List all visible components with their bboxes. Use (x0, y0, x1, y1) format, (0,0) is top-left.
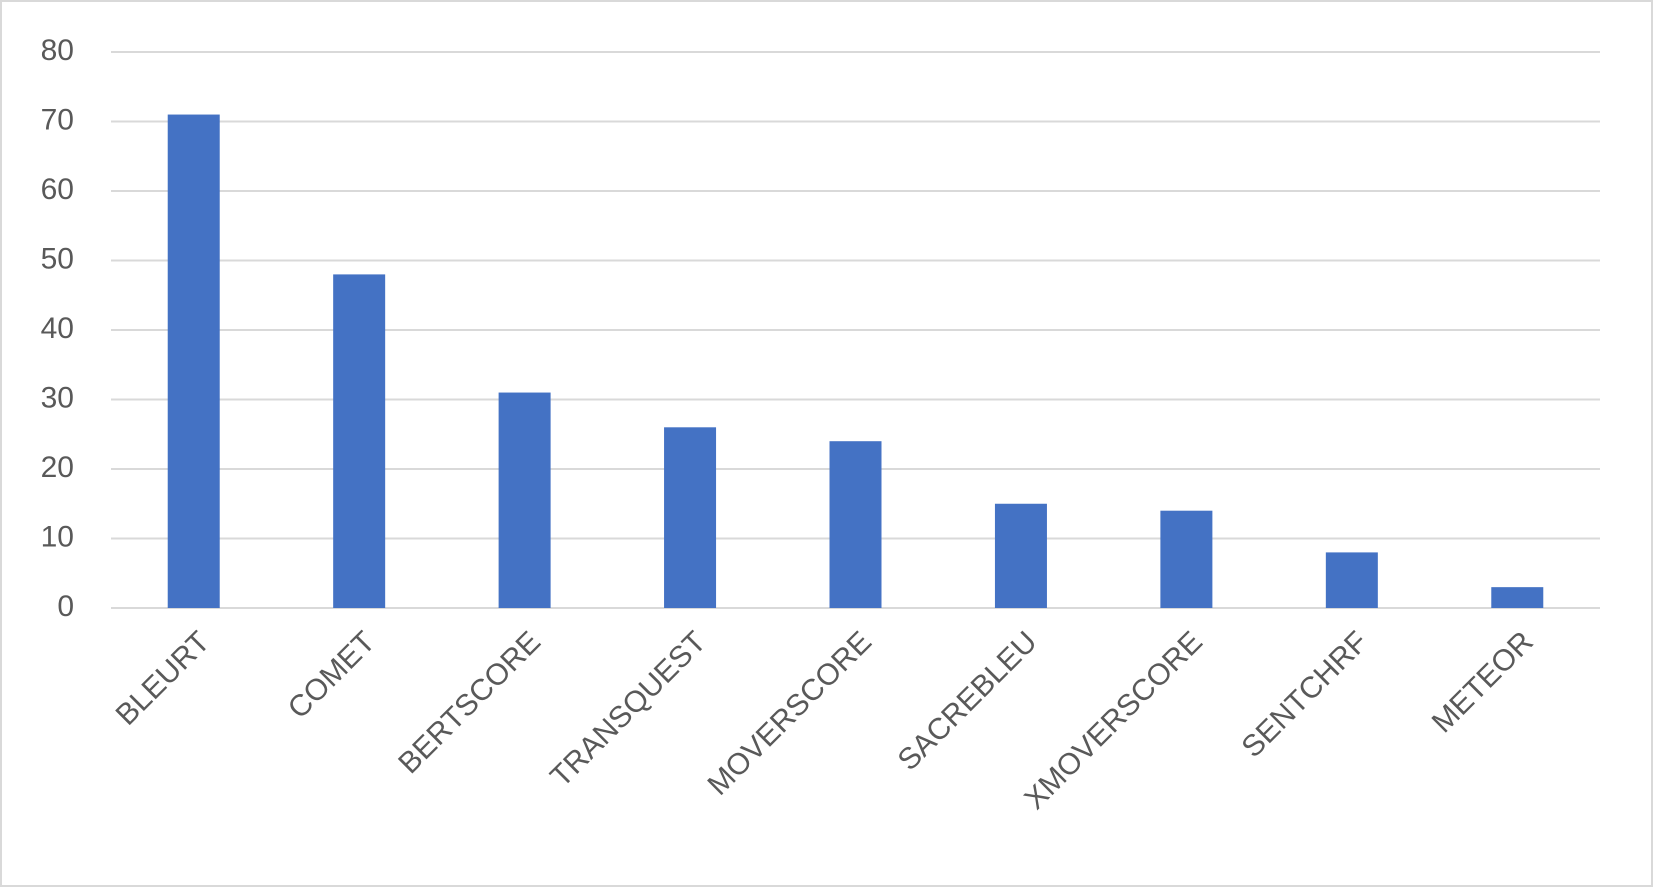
bar (1491, 587, 1544, 608)
bar (829, 441, 882, 608)
bar (1160, 510, 1213, 608)
bar (333, 274, 386, 608)
bar (167, 114, 220, 609)
y-tick-label: 50 (41, 242, 74, 275)
y-tick-label: 10 (41, 520, 74, 553)
y-tick-label: 40 (41, 312, 74, 345)
bar (1325, 552, 1378, 608)
y-tick-label: 80 (41, 34, 74, 67)
bar (664, 427, 717, 608)
bar (498, 392, 551, 608)
y-tick-label: 20 (41, 451, 74, 484)
bar (994, 503, 1047, 608)
y-tick-label: 0 (57, 590, 74, 623)
y-tick-label: 60 (41, 173, 74, 206)
y-tick-label: 30 (41, 381, 74, 414)
y-tick-label: 70 (41, 103, 74, 136)
